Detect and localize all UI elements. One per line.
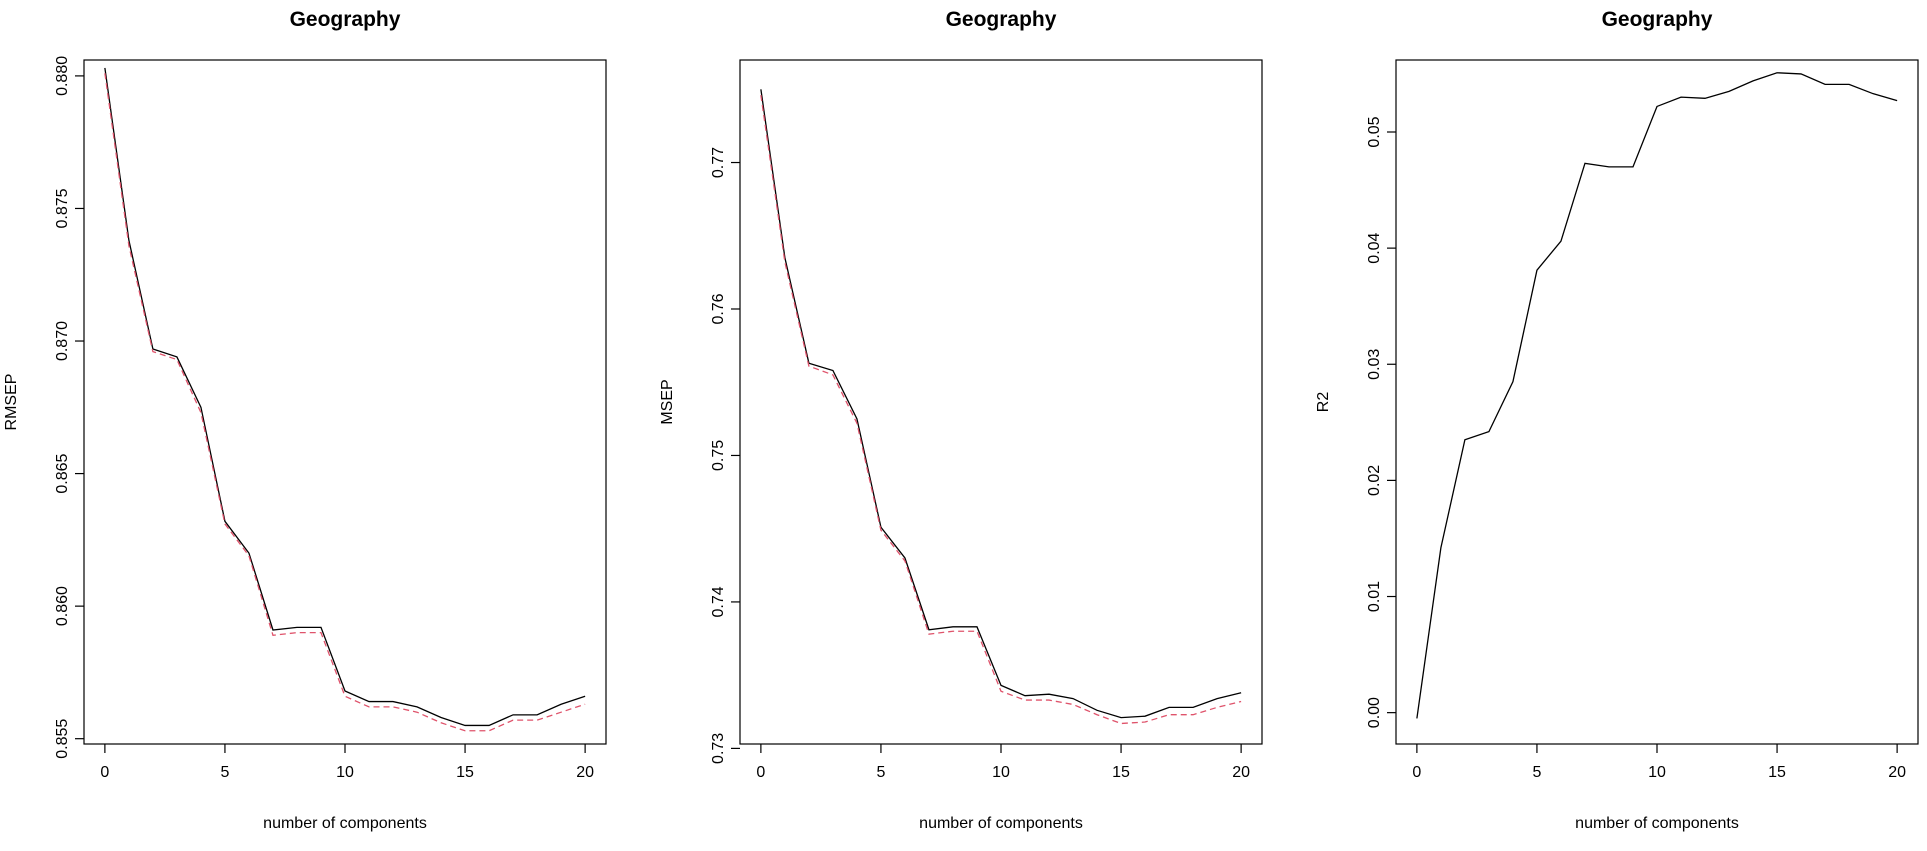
y-tick-label: 0.04 xyxy=(1366,232,1383,263)
y-tick-label: 0.03 xyxy=(1366,349,1383,380)
y-tick-label: 0.865 xyxy=(54,453,71,493)
tick-group: 0 5 10 15 20 0.00 0.01 0.02 0.03 0.04 0.05 xyxy=(1366,116,1906,781)
y-tick-label: 0.860 xyxy=(54,586,71,626)
x-axis-label: number of components xyxy=(263,815,427,832)
x-tick-label: 0 xyxy=(756,764,765,781)
cv-series-line xyxy=(104,67,586,727)
series-group xyxy=(760,89,1242,725)
y-tick-label: 0.870 xyxy=(54,321,71,361)
panel-title: Geography xyxy=(1602,8,1713,31)
y-tick-label: 0.880 xyxy=(54,56,71,96)
y-tick-label: 0.875 xyxy=(54,188,71,228)
x-axis-label: number of components xyxy=(1575,815,1739,832)
x-tick-label: 10 xyxy=(992,764,1010,781)
y-axis-label: R2 xyxy=(1315,392,1332,413)
x-tick-label: 15 xyxy=(456,764,474,781)
rmsep-panel: Geography 0 5 10 15 20 0.855 0.860 0.865 0.870 0.… xyxy=(3,8,607,832)
y-tick-label: 0.74 xyxy=(710,586,727,617)
cv-series-line xyxy=(1416,72,1898,719)
series-group xyxy=(1416,72,1898,719)
adjusted-cv-series-line xyxy=(104,73,586,732)
x-tick-label: 15 xyxy=(1768,764,1786,781)
adjusted-cv-series-line xyxy=(760,95,1242,725)
y-tick-label: 0.855 xyxy=(54,719,71,759)
y-tick-label: 0.05 xyxy=(1366,116,1383,147)
tick-group: 0 5 10 15 20 0.855 0.860 0.865 0.870 0.875 0.880 xyxy=(54,56,594,781)
x-tick-label: 15 xyxy=(1112,764,1130,781)
panel-title: Geography xyxy=(946,8,1057,31)
cv-series-line xyxy=(760,89,1242,719)
y-tick-label: 0.73 xyxy=(710,733,727,764)
x-tick-label: 0 xyxy=(1412,764,1421,781)
y-tick-label: 0.77 xyxy=(710,147,727,178)
y-tick-label: 0.02 xyxy=(1366,465,1383,496)
panel-title: Geography xyxy=(290,8,401,31)
y-tick-label: 0.00 xyxy=(1366,697,1383,728)
y-axis-label: MSEP xyxy=(659,379,676,424)
r2-panel: Geography 0 5 10 15 20 0.00 0.01 0.02 0.03 0.04 0.… xyxy=(1315,8,1919,832)
x-tick-label: 5 xyxy=(220,764,229,781)
x-tick-label: 10 xyxy=(336,764,354,781)
plot-frame xyxy=(83,59,607,745)
x-tick-label: 10 xyxy=(1648,764,1666,781)
x-axis-label: number of components xyxy=(919,815,1083,832)
x-tick-label: 0 xyxy=(100,764,109,781)
x-tick-label: 20 xyxy=(1232,764,1250,781)
plot-frame xyxy=(1395,59,1919,745)
x-tick-label: 5 xyxy=(1532,764,1541,781)
plot-frame xyxy=(739,59,1263,745)
y-tick-label: 0.76 xyxy=(710,293,727,324)
y-tick-label: 0.01 xyxy=(1366,581,1383,612)
y-axis-label: RMSEP xyxy=(3,374,20,431)
x-tick-label: 20 xyxy=(576,764,594,781)
x-tick-label: 5 xyxy=(876,764,885,781)
tick-group: 0 5 10 15 20 0.73 0.74 0.75 0.76 0.77 xyxy=(710,147,1250,781)
x-tick-label: 20 xyxy=(1888,764,1906,781)
msep-panel: Geography 0 5 10 15 20 0.73 0.74 0.75 0.76 0.77 n… xyxy=(659,8,1263,832)
y-tick-label: 0.75 xyxy=(710,440,727,471)
series-group xyxy=(104,67,586,732)
